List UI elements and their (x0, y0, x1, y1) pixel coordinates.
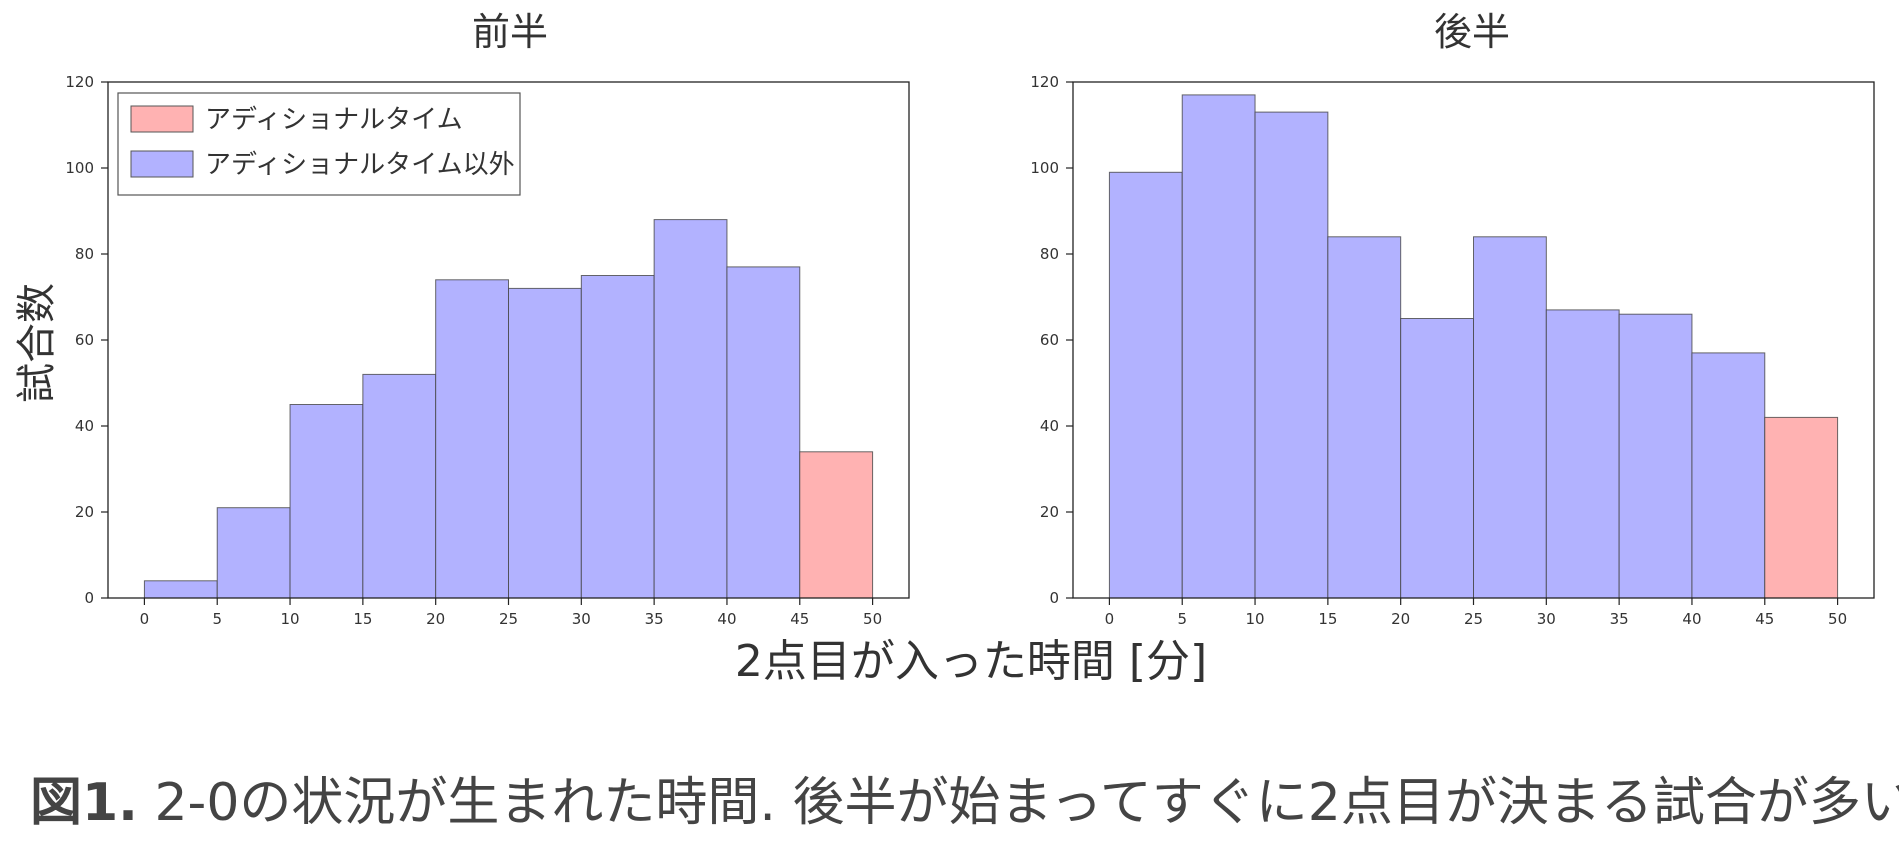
second-half-bar-regular-2 (1254, 111, 1329, 599)
second-half-bar-regular-6 (1545, 309, 1620, 599)
legend-swatch-additional-time (130, 105, 194, 133)
first-half-x-tick-label-1: 5 (212, 610, 222, 628)
second-half-y-tick-label-0: 0 (1049, 589, 1059, 607)
first-half-panel: 前半 0 5 10 15 20 25 30 35 40 45 50 020406080100120 … (65, 10, 910, 628)
second-half-x-tick-label-0: 0 (1105, 610, 1115, 628)
second-half-y-tick-label-6: 120 (1030, 73, 1059, 91)
y-axis-label: 試合数 (14, 283, 60, 403)
second-half-bar-regular-4 (1400, 318, 1474, 599)
first-half-y-tick-label-5: 100 (65, 159, 94, 177)
first-half-y-tick-label-3: 60 (75, 331, 94, 349)
first-half-x-tick-label-8: 40 (717, 610, 736, 628)
second-half-y-tick-label-4: 80 (1040, 245, 1059, 263)
second-half-x-tick-label-7: 35 (1610, 610, 1629, 628)
first-half-x-tick-label-10: 50 (863, 610, 882, 628)
second-half-panel: 後半 0 5 10 15 20 25 30 35 40 45 50 0 20 40 60 80 100 120 (1030, 10, 1875, 628)
legend-swatch-regular-time (130, 150, 194, 178)
first-half-y-tick-label-6: 120 (65, 73, 94, 91)
second-half-bar-regular-0 (1108, 171, 1183, 599)
second-half-y-tick-label-1: 20 (1040, 503, 1059, 521)
first-half-bar-regular-1 (216, 507, 291, 599)
second-half-bar-additional-9 (1764, 416, 1839, 599)
second-half-y-ticks: 0 20 40 60 80 100 120 (1030, 73, 1073, 607)
second-half-bar-regular-5 (1473, 236, 1547, 599)
first-half-x-ticks: 0 5 10 15 20 25 30 35 40 45 50 (140, 598, 882, 628)
second-half-x-tick-label-4: 20 (1391, 610, 1410, 628)
second-half-bar-regular-3 (1327, 236, 1402, 599)
legend-label-regular-time: アディショナルタイム以外 (205, 150, 515, 180)
second-half-x-tick-label-6: 30 (1537, 610, 1556, 628)
first-half-bar-additional-9 (799, 451, 874, 599)
first-half-x-tick-label-2: 10 (280, 610, 299, 628)
first-half-x-tick-label-7: 35 (645, 610, 664, 628)
second-half-bar-regular-8 (1691, 352, 1766, 599)
second-half-y-tick-label-2: 40 (1040, 417, 1059, 435)
first-half-bar-regular-8 (726, 266, 801, 599)
second-half-x-tick-label-10: 50 (1828, 610, 1847, 628)
figure-caption: 図1. 2-0の状況が生まれた時間. 後半が始まってすぐに2点目が決まる試合が多… (30, 760, 1899, 835)
first-half-bar-regular-6 (580, 275, 655, 599)
first-half-title: 前半 (472, 10, 548, 54)
caption-lead: 図1. (30, 773, 138, 833)
legend: アディショナルタイム アディショナルタイム以外 (117, 92, 521, 196)
histogram-figure: 前半 0 5 10 15 20 25 30 35 40 45 50 020406080100120 … (14, 10, 1875, 687)
x-axis-label: 2点目が入った時間 [分] (735, 636, 1207, 687)
first-half-x-tick-label-3: 15 (353, 610, 372, 628)
first-half-x-tick-label-0: 0 (140, 610, 150, 628)
second-half-bars (1108, 94, 1839, 599)
second-half-y-tick-label-3: 60 (1040, 331, 1059, 349)
second-half-x-tick-label-5: 25 (1464, 610, 1483, 628)
first-half-bars (143, 219, 874, 599)
first-half-x-tick-label-4: 20 (426, 610, 445, 628)
first-half-y-ticks: 0 20 40 60 80 100 120 (65, 73, 108, 607)
first-half-bar-regular-2 (289, 404, 364, 599)
caption-text: 2-0の状況が生まれた時間. 後半が始まってすぐに2点目が決まる試合が多い. (137, 773, 1899, 833)
first-half-x-tick-label-6: 30 (572, 610, 591, 628)
second-half-x-ticks: 0 5 10 15 20 25 30 35 40 45 50 (1105, 598, 1847, 628)
second-half-x-tick-label-2: 10 (1245, 610, 1264, 628)
second-half-x-tick-label-9: 45 (1755, 610, 1774, 628)
second-half-x-tick-label-3: 15 (1318, 610, 1337, 628)
second-half-bar-regular-7 (1618, 313, 1693, 599)
first-half-bar-regular-3 (362, 373, 437, 599)
legend-label-additional-time: アディショナルタイム (205, 105, 463, 135)
first-half-x-tick-label-9: 45 (790, 610, 809, 628)
first-half-y-tick-label-4: 80 (75, 245, 94, 263)
second-half-x-tick-label-1: 5 (1177, 610, 1187, 628)
second-half-bar-regular-1 (1181, 94, 1256, 599)
first-half-y-tick-label-0: 0 (84, 589, 94, 607)
second-half-y-tick-label-5: 100 (1030, 159, 1059, 177)
first-half-x-tick-label-5: 25 (499, 610, 518, 628)
second-half-x-tick-label-8: 40 (1682, 610, 1701, 628)
first-half-bar-regular-4 (435, 279, 510, 599)
first-half-bar-regular-5 (508, 287, 582, 599)
first-half-bar-regular-7 (653, 219, 728, 599)
first-half-bar-regular-0 (143, 580, 218, 599)
first-half-y-tick-label-2: 40 (75, 417, 94, 435)
second-half-title: 後半 (1434, 10, 1510, 54)
first-half-y-tick-label-1: 20 (75, 503, 94, 521)
